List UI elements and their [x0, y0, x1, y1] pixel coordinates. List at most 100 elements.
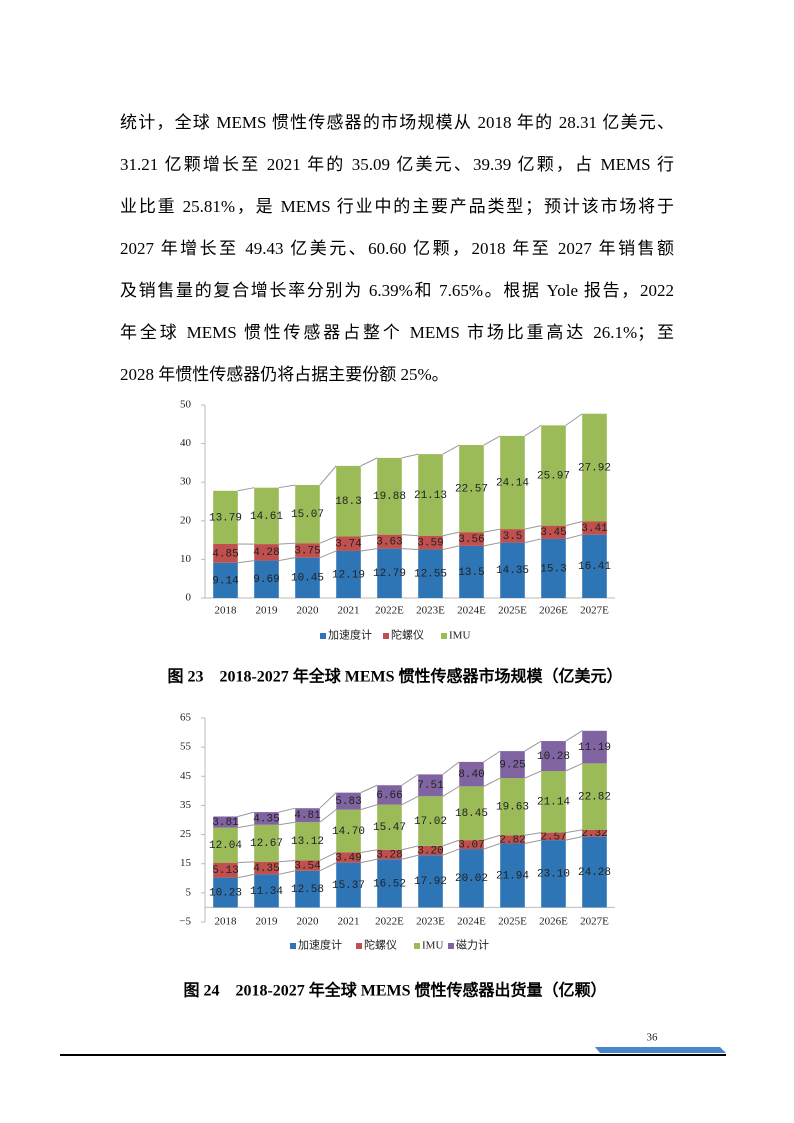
value-label: 3.56 — [458, 534, 484, 546]
bar-segment — [418, 535, 443, 550]
x-tick-label: 2021 — [338, 916, 360, 928]
series-line — [442, 444, 460, 455]
series-line — [401, 548, 419, 551]
y-tick-label: 55 — [180, 741, 192, 753]
series-line — [524, 832, 542, 836]
bar-segment — [582, 521, 607, 535]
bar-segment — [500, 435, 525, 530]
bar-segment — [541, 525, 566, 539]
bar-segment — [377, 785, 402, 805]
bar-segment — [254, 861, 279, 875]
series-line — [319, 852, 337, 861]
legend-swatch — [448, 943, 454, 949]
x-tick-label: 2024E — [457, 916, 486, 928]
bar-segment — [377, 457, 402, 535]
value-label: 9.69 — [253, 574, 279, 586]
series-line — [483, 843, 501, 850]
series-line — [278, 821, 296, 826]
bar-segment — [377, 548, 402, 598]
value-label: 3.41 — [581, 523, 608, 535]
series-line — [483, 542, 501, 547]
series-line — [524, 525, 542, 530]
figure-caption: 图 23 2018-2027 年全球 MEMS 惯性传感器市场规模（亿美元） — [167, 667, 622, 686]
y-tick-label: 0 — [186, 592, 192, 604]
value-label: 14.61 — [250, 511, 283, 523]
value-label: 15.47 — [373, 822, 406, 834]
series-line — [319, 862, 337, 872]
series-line — [483, 777, 501, 787]
value-label: 5.13 — [212, 865, 238, 877]
bar-segment — [336, 465, 361, 537]
value-label: 21.14 — [537, 797, 570, 809]
bar-segment — [213, 543, 238, 563]
series-line — [483, 834, 501, 841]
bar-segment — [377, 804, 402, 850]
value-label: 3.54 — [294, 861, 321, 873]
x-tick-label: 2022E — [375, 916, 404, 928]
bar-segment — [295, 860, 320, 871]
x-tick-label: 2019 — [256, 916, 279, 928]
bar-segment — [500, 778, 525, 836]
bar-segment — [459, 761, 484, 787]
bar-segment — [336, 852, 361, 863]
series-line — [565, 534, 583, 540]
y-tick-label: 35 — [180, 799, 192, 811]
series-line — [360, 784, 378, 794]
series-line — [360, 457, 378, 467]
bar-segment — [336, 536, 361, 551]
legend-swatch — [441, 633, 447, 639]
x-tick-label: 2026E — [539, 605, 568, 617]
bar-segment — [418, 855, 443, 908]
series-line — [278, 870, 296, 875]
series-line — [319, 809, 337, 823]
series-line — [565, 413, 583, 426]
text-line: 及销售量的复合增长率分别为 6.39%和 7.65%。根据 Yole 报告，20… — [120, 281, 674, 300]
series-line — [401, 773, 419, 786]
x-tick-label: 2024E — [457, 605, 486, 617]
value-label: 3.49 — [335, 852, 361, 864]
series-line — [483, 435, 501, 446]
x-tick-label: 2023E — [416, 916, 445, 928]
bar-segment — [336, 792, 361, 810]
value-label: 23.10 — [537, 869, 570, 881]
value-label: 7.51 — [417, 780, 444, 792]
legend-swatch — [320, 633, 326, 639]
page-number: 36 — [647, 1032, 659, 1044]
value-label: 3.59 — [417, 538, 443, 550]
value-label: 16.41 — [578, 561, 611, 573]
series-line — [237, 861, 255, 864]
bar-segment — [377, 859, 402, 908]
value-label: 4.35 — [253, 863, 279, 875]
series-line — [360, 548, 378, 552]
series-line — [524, 770, 542, 779]
value-label: 4.85 — [212, 548, 238, 560]
series-line — [565, 762, 583, 772]
value-label: 3.45 — [540, 527, 566, 539]
text-line: 业比重 25.81%，是 MEMS 行业中的主要产品类型；预计该市场将于 — [120, 197, 674, 216]
series-line — [237, 487, 255, 492]
y-tick-label: 10 — [180, 553, 192, 565]
value-label: 15.37 — [332, 880, 365, 892]
text-line: 2027 年增长至 49.43 亿美元、60.60 亿颗，2018 年至 202… — [120, 239, 674, 258]
series-line — [442, 761, 460, 775]
value-label: 21.13 — [414, 490, 447, 502]
value-label: 16.52 — [373, 878, 406, 890]
value-label: 11.34 — [250, 886, 283, 898]
value-label: 27.92 — [578, 463, 611, 475]
series-line — [483, 528, 501, 533]
series-line — [278, 807, 296, 813]
x-tick-label: 2026E — [539, 916, 568, 928]
bar-segment — [254, 487, 279, 545]
bar-segment — [213, 816, 238, 828]
bar-segment — [500, 751, 525, 779]
bar-segment — [377, 534, 402, 549]
text-line: 统计，全球 MEMS 惯性传感器的市场规模从 2018 年的 28.31 亿美元… — [120, 113, 674, 132]
value-label: 19.88 — [373, 491, 406, 503]
bar-segment — [500, 843, 525, 908]
series-line — [565, 730, 583, 742]
bar-segment — [582, 763, 607, 830]
series-line — [565, 836, 583, 841]
bar-segment — [541, 741, 566, 772]
